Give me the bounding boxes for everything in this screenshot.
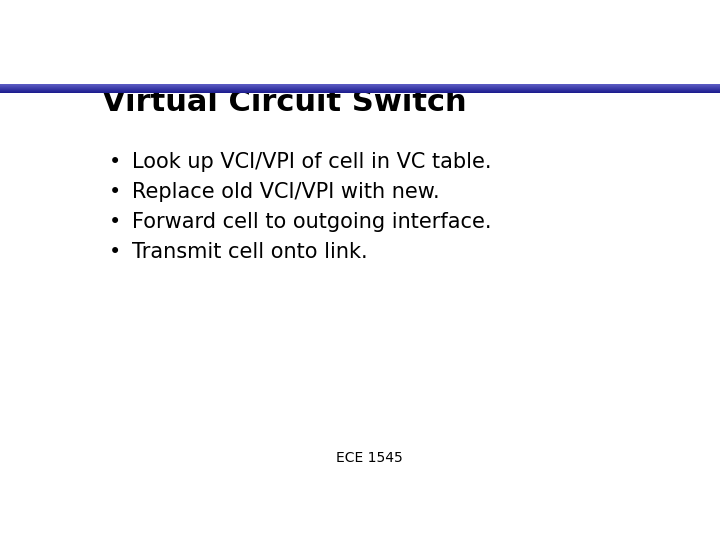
Text: ECE 1545: ECE 1545 [336, 451, 402, 465]
Text: Transmit cell onto link.: Transmit cell onto link. [132, 242, 367, 262]
Text: •: • [109, 212, 121, 232]
Text: •: • [109, 242, 121, 262]
Text: Look up VCI/VPI of cell in VC table.: Look up VCI/VPI of cell in VC table. [132, 152, 491, 172]
Text: •: • [109, 152, 121, 172]
Text: Forward cell to outgoing interface.: Forward cell to outgoing interface. [132, 212, 491, 232]
Text: •: • [109, 182, 121, 202]
Text: Replace old VCI/VPI with new.: Replace old VCI/VPI with new. [132, 182, 439, 202]
Text: Virtual Circuit Switch: Virtual Circuit Switch [102, 87, 467, 117]
